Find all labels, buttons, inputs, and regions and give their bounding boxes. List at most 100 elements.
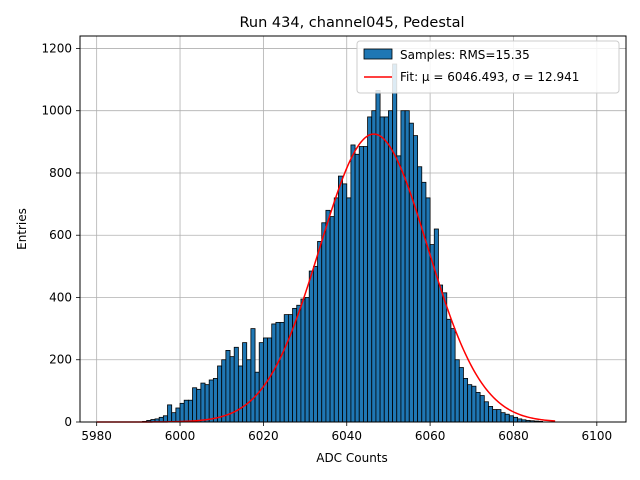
histogram-bar xyxy=(496,409,502,423)
histogram-bar xyxy=(379,116,385,423)
x-axis-ticks: 5980 6000 6020 6040 6060 6080 6100 xyxy=(81,422,612,443)
histogram-bar xyxy=(304,297,310,423)
histogram-bar xyxy=(333,197,339,423)
histogram-bar xyxy=(358,146,364,423)
histogram-bar xyxy=(475,392,481,423)
y-tick-label: 0 xyxy=(64,415,72,429)
histogram-bar xyxy=(313,265,318,423)
histogram-bar xyxy=(446,318,452,423)
x-tick-label: 6080 xyxy=(498,429,529,443)
histogram-bar xyxy=(325,209,331,423)
histogram-bar xyxy=(183,399,189,423)
histogram-bar xyxy=(392,63,398,423)
y-tick-label: 400 xyxy=(49,290,72,304)
histogram-bar xyxy=(350,144,356,423)
histogram-bar xyxy=(225,350,231,423)
histogram-bar xyxy=(388,110,393,423)
histogram-bar xyxy=(467,384,473,423)
histogram-bar xyxy=(196,388,202,423)
x-tick-label: 6000 xyxy=(165,429,196,443)
legend-box xyxy=(356,40,620,94)
histogram-bar xyxy=(308,270,314,423)
x-tick-label: 5980 xyxy=(81,429,112,443)
histogram-bar xyxy=(338,175,343,423)
y-tick-label: 800 xyxy=(49,166,72,180)
legend-fit-label: Fit: μ = 6046.493, σ = 12.941 xyxy=(400,70,579,84)
histogram-bar xyxy=(221,359,227,423)
histogram-bars xyxy=(142,63,544,423)
histogram-bar xyxy=(396,155,402,423)
histogram-bar xyxy=(417,166,423,423)
histogram-bar xyxy=(479,395,485,423)
x-tick-label: 6100 xyxy=(582,429,613,443)
histogram-bar xyxy=(200,382,206,423)
legend: Samples: RMS=15.35 Fit: μ = 6046.493, σ … xyxy=(356,40,620,94)
histogram-bar xyxy=(471,385,477,423)
histogram-bar xyxy=(371,110,377,423)
histogram-bar xyxy=(488,406,494,423)
histogram-bar xyxy=(421,181,427,423)
histogram-bar xyxy=(317,241,323,423)
histogram-bar xyxy=(433,228,439,423)
histogram-bar xyxy=(171,412,177,423)
histogram-bar xyxy=(279,321,285,423)
histogram-bar xyxy=(212,378,218,423)
histogram-bar xyxy=(192,387,198,423)
histogram-bar xyxy=(204,384,210,423)
histogram-bar xyxy=(413,135,419,423)
histogram-bar xyxy=(179,402,185,423)
histogram-bar xyxy=(513,416,519,423)
histogram-bar xyxy=(175,407,181,423)
x-tick-label: 6060 xyxy=(415,429,446,443)
histogram-bar xyxy=(367,116,373,423)
histogram-bar xyxy=(454,359,460,423)
x-tick-label: 6020 xyxy=(248,429,279,443)
histogram-bar xyxy=(162,415,168,423)
y-tick-label: 1200 xyxy=(41,41,72,55)
histogram-bar xyxy=(508,415,514,423)
histogram-bar xyxy=(208,379,214,423)
histogram-bar xyxy=(187,399,193,423)
histogram-bar xyxy=(500,412,506,423)
histogram-bar xyxy=(254,371,260,423)
histogram-bar xyxy=(442,292,448,423)
histogram-bar xyxy=(375,90,381,423)
histogram-bar xyxy=(242,342,248,423)
histogram-bar xyxy=(167,404,173,423)
chart-title: Run 434, channel045, Pedestal xyxy=(239,15,464,31)
histogram-bar xyxy=(492,409,498,423)
histogram-bar xyxy=(275,321,281,423)
y-tick-label: 600 xyxy=(49,228,72,242)
histogram-bar xyxy=(438,284,444,423)
legend-bar-swatch xyxy=(363,48,393,60)
histogram-bar xyxy=(258,342,264,423)
histogram-bar xyxy=(250,328,256,423)
histogram-bar xyxy=(458,367,464,423)
histogram-bar xyxy=(463,378,469,423)
x-axis-label: ADC Counts xyxy=(316,451,388,465)
histogram-bar xyxy=(404,110,410,423)
histogram-bar xyxy=(450,328,456,423)
histogram-bar xyxy=(429,244,435,423)
y-tick-label: 200 xyxy=(49,353,72,367)
y-tick-label: 1000 xyxy=(41,104,72,118)
histogram-bar xyxy=(246,359,252,423)
histogram-bar xyxy=(425,197,431,423)
histogram-bar xyxy=(300,298,306,423)
histogram-bar xyxy=(329,216,335,423)
y-axis-ticks: 0 200 400 600 800 1000 1200 xyxy=(41,41,80,429)
histogram-bar xyxy=(354,153,360,423)
histogram-bar xyxy=(483,401,489,423)
histogram-bar xyxy=(296,304,302,423)
histogram-bar xyxy=(363,146,368,423)
histogram-bar xyxy=(321,222,327,423)
plot-frame xyxy=(79,35,627,423)
histogram-bar xyxy=(346,197,352,423)
histogram-bar xyxy=(400,110,406,423)
legend-samples-label: Samples: RMS=15.35 xyxy=(400,48,530,62)
histogram-bar xyxy=(283,314,289,423)
histogram-bar xyxy=(217,365,223,423)
histogram-bar xyxy=(383,116,389,423)
y-axis-label: Entries xyxy=(15,208,29,250)
